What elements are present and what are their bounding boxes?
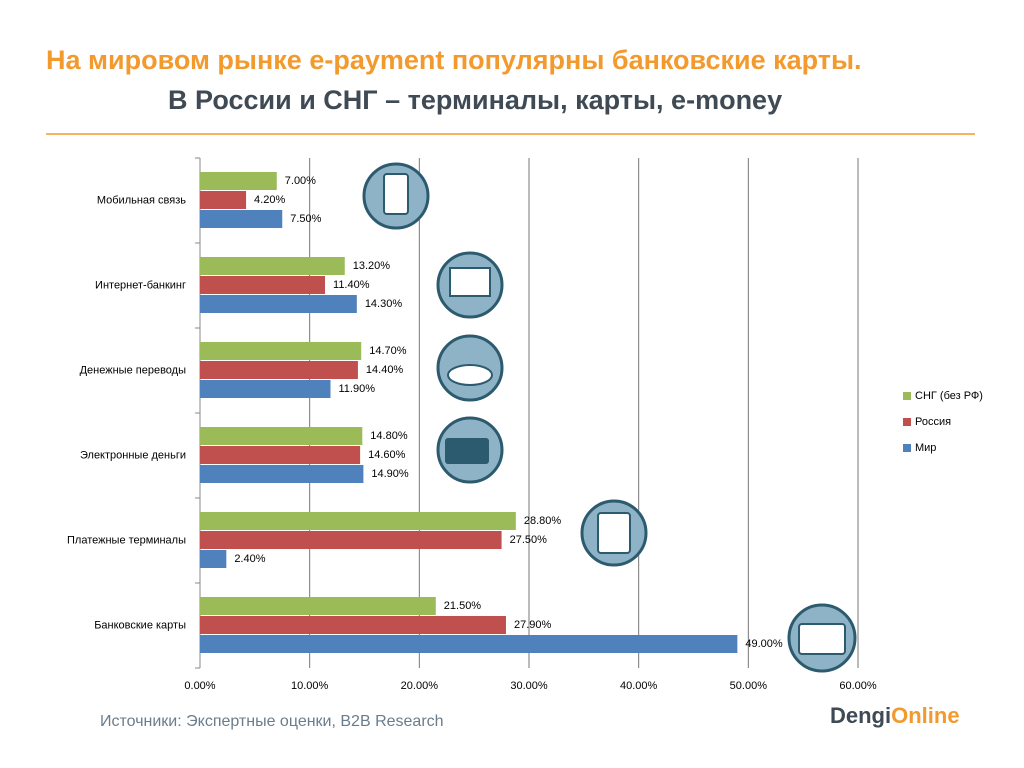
- x-tick-label: 0.00%: [184, 680, 215, 692]
- value-label: 49.00%: [745, 638, 783, 650]
- bar: [200, 380, 331, 398]
- y-tick-label: Банковские карты: [94, 619, 186, 631]
- value-label: 14.70%: [369, 345, 407, 357]
- bar: [200, 597, 436, 615]
- icon-terminal: [597, 512, 631, 554]
- icon-phone: [383, 173, 409, 215]
- bar: [200, 295, 357, 313]
- title: На мировом рынке e-payment популярны бан…: [46, 45, 862, 75]
- bar: [200, 616, 506, 634]
- icon-laptop: [449, 267, 491, 297]
- x-tick-label: 30.00%: [510, 680, 548, 692]
- bar: [200, 172, 277, 190]
- bar: [200, 276, 326, 294]
- value-label: 28.80%: [524, 515, 562, 527]
- value-label: 7.50%: [290, 213, 321, 225]
- icon-coins: [447, 364, 493, 386]
- x-tick-label: 20.00%: [401, 680, 439, 692]
- y-tick-label: Электронные деньги: [80, 449, 186, 461]
- bar: [200, 635, 738, 653]
- logo-part: Dengi: [830, 703, 891, 728]
- value-label: 27.90%: [514, 619, 552, 631]
- source: Источники: Экспертные оценки, B2B Resear…: [100, 713, 444, 730]
- logo-part: Online: [891, 703, 959, 728]
- value-label: 7.00%: [285, 175, 316, 187]
- y-tick-label: Денежные переводы: [80, 364, 186, 376]
- bar: [200, 257, 345, 275]
- bar: [200, 191, 247, 209]
- icons: [362, 162, 857, 673]
- bar: [200, 361, 358, 379]
- value-label: 4.20%: [254, 194, 285, 206]
- legend-label: СНГ (без РФ): [915, 390, 983, 402]
- y-tick-label: Платежные терминалы: [67, 534, 186, 546]
- x-tick-label: 60.00%: [839, 680, 877, 692]
- bar: [200, 550, 227, 568]
- value-label: 21.50%: [444, 600, 482, 612]
- y-tick-label: Мобильная связь: [97, 194, 186, 206]
- bar: [200, 446, 361, 464]
- subtitle: В России и СНГ – терминалы, карты, e-mon…: [168, 85, 782, 115]
- logo: DengiOnline: [830, 703, 960, 728]
- bar: [200, 427, 363, 445]
- bar: [200, 531, 502, 549]
- bar: [200, 210, 283, 228]
- legend-label: Россия: [915, 416, 951, 428]
- bar: [200, 512, 516, 530]
- y-tick-label: Интернет-банкинг: [95, 279, 186, 291]
- value-label: 14.40%: [366, 364, 404, 376]
- value-label: 27.50%: [510, 534, 548, 546]
- legend-swatch: [903, 392, 911, 400]
- x-tick-label: 50.00%: [730, 680, 768, 692]
- bar: [200, 342, 362, 360]
- bar: [200, 465, 364, 483]
- legend-swatch: [903, 418, 911, 426]
- value-label: 13.20%: [353, 260, 391, 272]
- value-label: 14.60%: [368, 449, 406, 461]
- icon-wallet: [445, 438, 489, 464]
- value-label: 14.30%: [365, 298, 403, 310]
- icon-card: [798, 623, 846, 655]
- value-label: 2.40%: [234, 553, 265, 565]
- value-label: 11.90%: [339, 383, 376, 395]
- value-label: 14.80%: [370, 430, 408, 442]
- legend-swatch: [903, 444, 911, 452]
- x-tick-label: 10.00%: [291, 680, 329, 692]
- legend-label: Мир: [915, 442, 936, 454]
- x-tick-label: 40.00%: [620, 680, 658, 692]
- value-label: 14.90%: [371, 468, 409, 480]
- value-label: 11.40%: [333, 279, 370, 291]
